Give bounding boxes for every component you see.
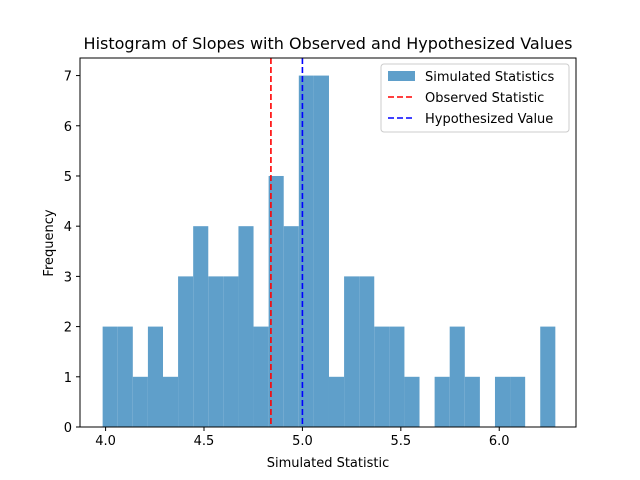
y-tick-label: 7 [64, 70, 72, 85]
histogram-bar [404, 376, 420, 427]
y-tick-label: 1 [64, 371, 72, 386]
axes [79, 57, 577, 428]
x-tick-label: 5.5 [390, 434, 411, 449]
x-axis-label: Simulated Statistic [267, 456, 389, 471]
histogram-bar [193, 226, 209, 427]
x-tick-label: 5.0 [292, 434, 313, 449]
histogram-bar [283, 226, 299, 427]
histogram-bar [163, 376, 179, 427]
x-tick-label: 4.5 [194, 434, 215, 449]
chart-title: Histogram of Slopes with Observed and Hy… [84, 34, 573, 53]
y-axis-label: Frequency [42, 209, 57, 276]
histogram-bar [540, 326, 556, 427]
y-tick-label: 0 [64, 421, 72, 436]
histogram-bar [494, 376, 511, 427]
histogram-bar [359, 276, 375, 427]
x-tick-label: 6.0 [489, 434, 510, 449]
histogram-bar [132, 376, 148, 427]
histogram-bar [434, 376, 450, 427]
histogram-bar [449, 326, 465, 427]
legend: Simulated Statistics Observed Statistic Hy… [380, 63, 570, 133]
histogram-bar [147, 326, 164, 427]
histogram-bar [268, 175, 284, 427]
reference-lines [270, 58, 304, 427]
plot-frame [79, 57, 577, 428]
histogram-bar [102, 326, 118, 427]
legend-box [380, 63, 570, 133]
x-tick-label: 4.0 [95, 434, 116, 449]
histogram-bar [178, 276, 194, 427]
x-axis-ticks: 4.0 4.5 5.0 5.5 6.0 [95, 427, 510, 449]
histogram-bar [328, 376, 345, 427]
histogram-bar [374, 326, 390, 427]
y-tick-label: 5 [64, 170, 72, 185]
y-tick-label: 6 [64, 120, 72, 135]
histogram-bar [464, 376, 480, 427]
histogram-bar [253, 326, 269, 427]
legend-label: Hypothesized Value [425, 112, 553, 127]
histogram-bar [208, 276, 224, 427]
histogram-bar [344, 276, 360, 427]
legend-swatch [388, 71, 415, 81]
histogram-bar [117, 326, 133, 427]
y-axis-ticks: 0 1 2 3 4 5 6 7 [64, 70, 80, 436]
legend-label: Observed Statistic [425, 91, 544, 106]
y-tick-label: 4 [64, 220, 72, 235]
histogram-bar [313, 75, 329, 428]
histogram-bar [298, 75, 314, 428]
legend-label: Simulated Statistics [425, 70, 554, 85]
histogram-bar [510, 376, 526, 427]
y-tick-label: 2 [64, 321, 72, 336]
histogram-bar [389, 326, 405, 427]
histogram-bar [238, 226, 254, 427]
histogram-bar [223, 276, 239, 427]
y-tick-label: 3 [64, 270, 72, 285]
